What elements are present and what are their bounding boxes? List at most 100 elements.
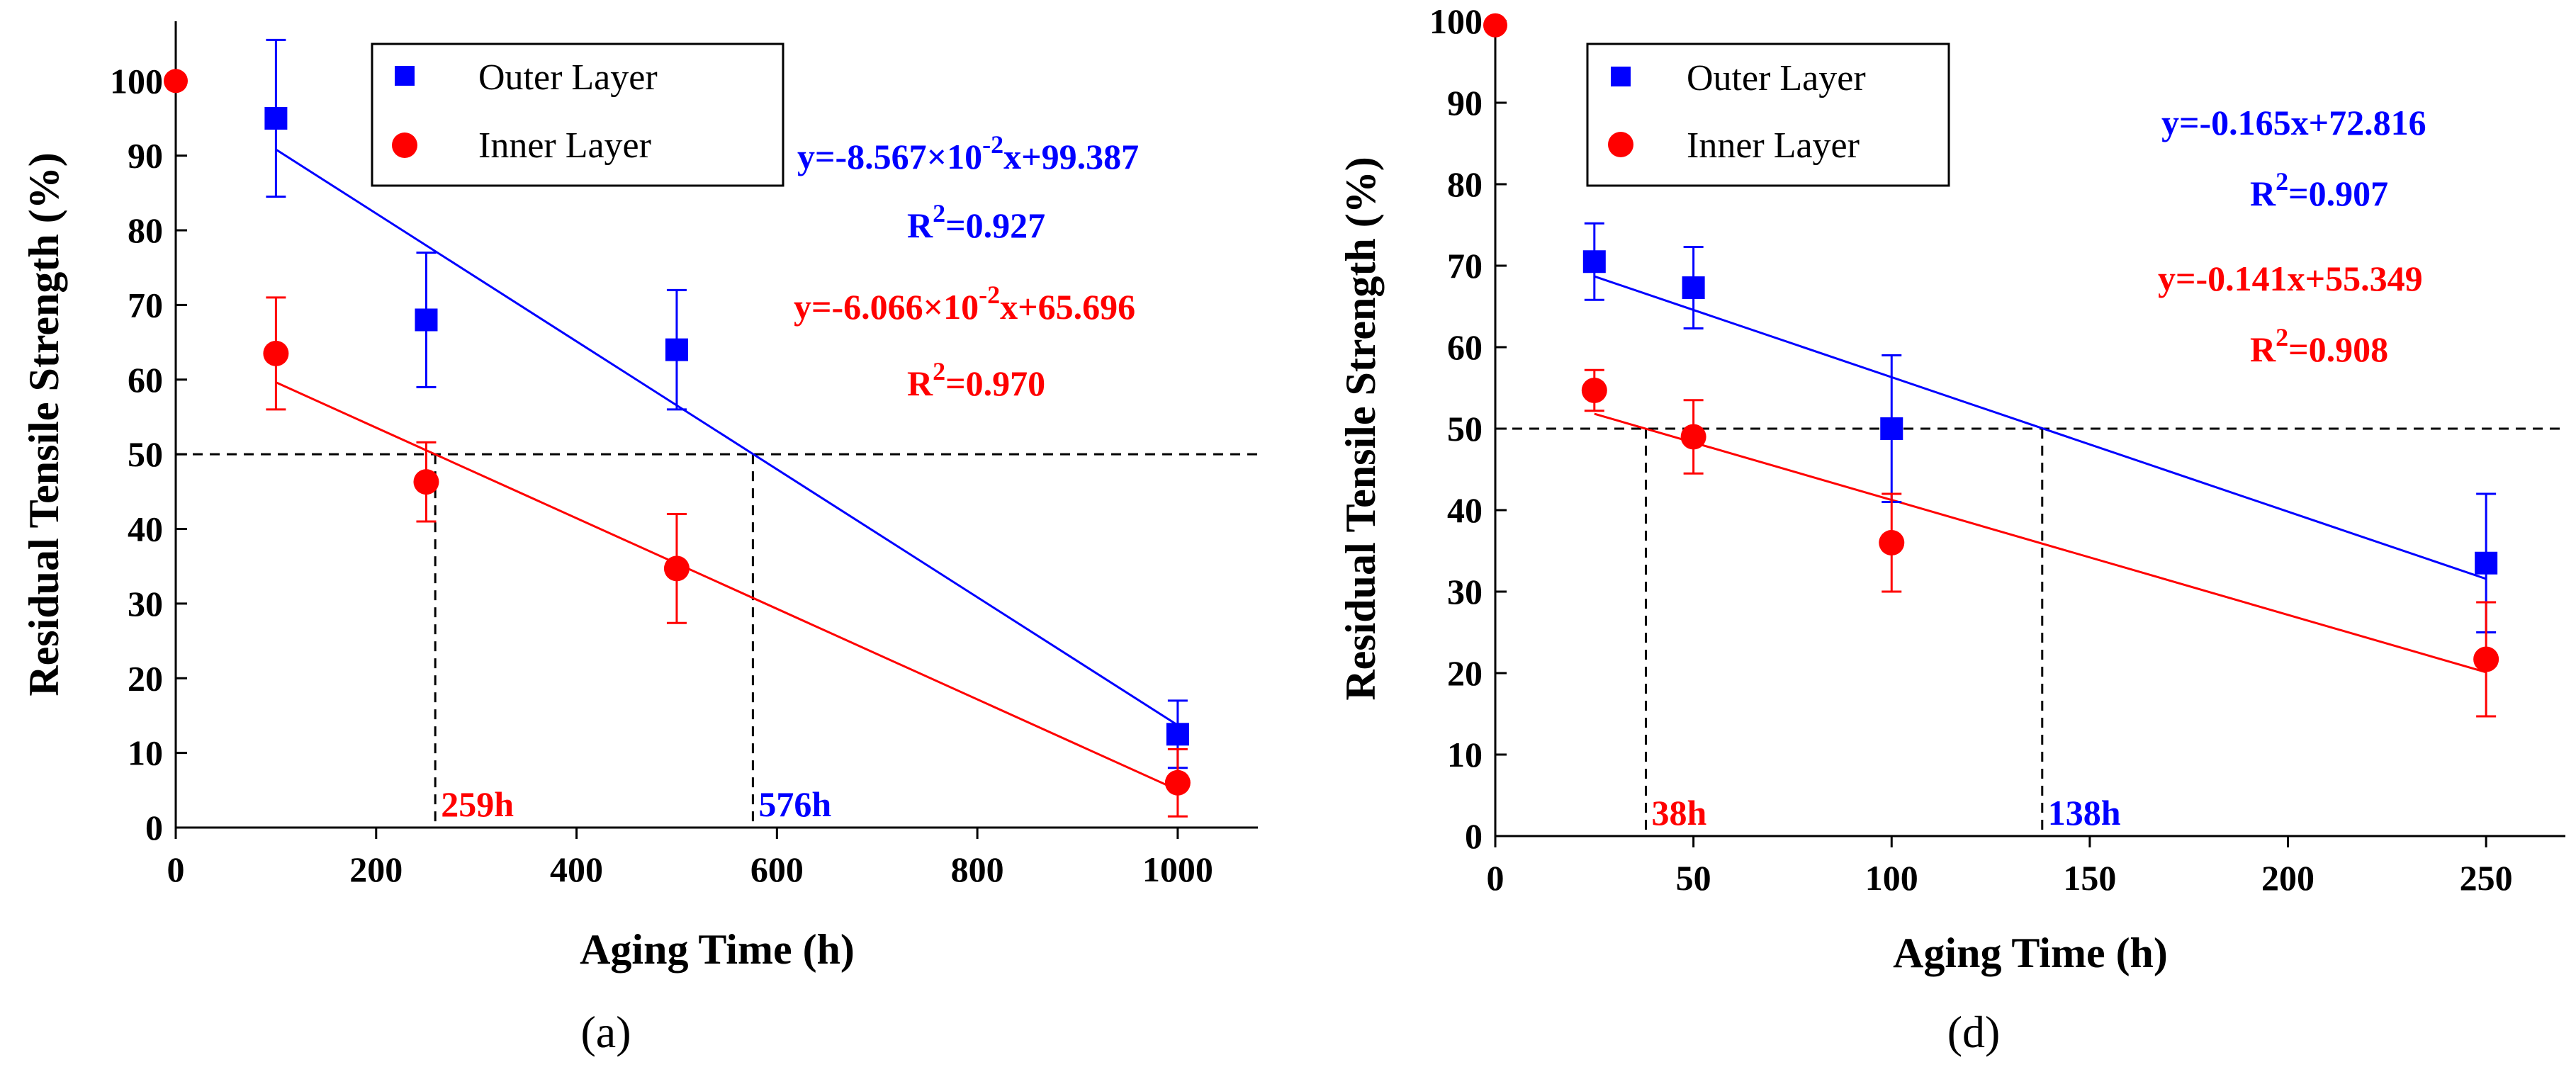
r2-outer-d-sup: 2 bbox=[2276, 167, 2288, 196]
y-tick-label-a: 10 bbox=[128, 733, 163, 773]
y-tick-label-d: 70 bbox=[1447, 246, 1483, 286]
y-axis-label-a: Residual Tensile Strength (%) bbox=[21, 152, 67, 696]
x-tick-label-d: 200 bbox=[2261, 858, 2315, 898]
points-d bbox=[1483, 13, 2499, 672]
x-tick-label-a: 1000 bbox=[1142, 850, 1213, 889]
legend-inner-label-d: Inner Layer bbox=[1687, 125, 1860, 166]
y-tick-label-d: 50 bbox=[1447, 409, 1483, 448]
x-ticks-d: 0 50 100 150 200 250 bbox=[1487, 836, 2513, 898]
r2-outer-d-r: R bbox=[2250, 174, 2276, 213]
x-ticks-a: 0 200 400 600 800 1000 bbox=[167, 828, 1213, 889]
y-tick-label-a: 20 bbox=[128, 658, 163, 698]
equation-outer-d-part1: y=-0.165x+72.816 bbox=[2161, 103, 2426, 142]
crossing-labels-d: 38h 138h bbox=[1652, 793, 2121, 833]
fit-line-inner-a bbox=[275, 381, 1179, 791]
y-tick-label-d: 20 bbox=[1447, 653, 1483, 693]
equation-inner-a: y=-6.066×10-2x+65.696 bbox=[794, 281, 1135, 327]
outer-layer-point-d bbox=[1682, 276, 1705, 300]
equation-outer-a-part2: x+99.387 bbox=[1003, 137, 1139, 176]
points-a bbox=[164, 69, 1191, 796]
outer-layer-point-d bbox=[1880, 417, 1903, 440]
outer-layer-point-d bbox=[1582, 250, 1606, 273]
y-tick-label-d: 10 bbox=[1447, 735, 1483, 774]
inner-layer-point-d bbox=[1680, 424, 1706, 450]
equation-outer-a-exp: -2 bbox=[982, 130, 1003, 159]
outer-layer-point-a bbox=[415, 308, 438, 332]
guide-lines-a bbox=[176, 453, 1258, 828]
fit-line-outer-a bbox=[275, 148, 1179, 726]
legend-frame-a bbox=[371, 43, 784, 187]
y-ticks-d: 0 10 20 30 40 50 60 70 80 90 100 bbox=[1429, 1, 1507, 856]
panel-a: 0 10 20 30 40 50 60 70 80 90 100 0 200 400 600 800 1000… bbox=[21, 21, 1258, 1057]
equation-inner-a-part2: x+65.696 bbox=[1000, 287, 1135, 327]
r2-outer-a-sup: 2 bbox=[933, 199, 945, 227]
r2-inner-a-sup: 2 bbox=[933, 357, 945, 385]
inner-layer-point-a bbox=[1164, 769, 1191, 796]
fit-lines-d bbox=[1594, 275, 2487, 674]
legend-frame-d bbox=[1586, 43, 1950, 187]
y-tick-label-a: 0 bbox=[145, 808, 163, 847]
equation-inner-a-part1: y=-6.066×10 bbox=[794, 287, 979, 327]
error-bars-d bbox=[1584, 222, 2497, 718]
r2-inner-d-sup: 2 bbox=[2276, 323, 2288, 351]
y-tick-label-a: 40 bbox=[128, 509, 163, 549]
x-tick-label-a: 800 bbox=[951, 850, 1004, 889]
r2-outer-d-val: =0.907 bbox=[2288, 174, 2388, 213]
y-tick-label-d: 90 bbox=[1447, 83, 1483, 123]
r2-outer-a: R2=0.927 bbox=[907, 199, 1045, 245]
legend-outer-label-d: Outer Layer bbox=[1687, 58, 1866, 98]
r2-inner-d-val: =0.908 bbox=[2288, 329, 2388, 369]
legend-outer-label-a: Outer Layer bbox=[478, 57, 658, 98]
legend-square-marker-d bbox=[1611, 67, 1631, 86]
legend-a: Outer Layer Inner Layer bbox=[371, 43, 784, 187]
legend-d: Outer Layer Inner Layer bbox=[1586, 43, 1950, 187]
y-tick-label-d: 100 bbox=[1429, 1, 1483, 41]
outer-layer-point-a bbox=[665, 338, 688, 361]
inner-layer-point-a bbox=[263, 340, 289, 366]
x-tick-label-a: 200 bbox=[349, 850, 403, 889]
fit-lines-a bbox=[275, 148, 1179, 791]
r2-inner-a: R2=0.970 bbox=[907, 357, 1045, 403]
origin-point-a bbox=[164, 69, 188, 94]
crossing-label-d: 138h bbox=[2048, 793, 2121, 833]
r2-inner-a-r: R bbox=[907, 363, 933, 403]
inner-layer-point-d bbox=[2473, 646, 2499, 672]
y-tick-label-d: 40 bbox=[1447, 490, 1483, 530]
caption-a: (a) bbox=[580, 1007, 631, 1057]
r2-inner-d-r: R bbox=[2250, 329, 2276, 369]
y-tick-label-d: 0 bbox=[1465, 816, 1483, 856]
y-tick-label-a: 30 bbox=[128, 584, 163, 624]
r2-inner-d: R2=0.908 bbox=[2250, 323, 2388, 369]
x-tick-label-d: 150 bbox=[2063, 858, 2116, 898]
x-tick-label-a: 600 bbox=[750, 850, 804, 889]
x-tick-label-d: 250 bbox=[2460, 858, 2513, 898]
y-tick-label-a: 90 bbox=[128, 136, 163, 176]
y-tick-label-a: 70 bbox=[128, 285, 163, 325]
origin-point-d bbox=[1483, 13, 1507, 38]
outer-layer-point-a bbox=[1166, 723, 1189, 746]
y-axis-label-d: Residual Tensile Strength (%) bbox=[1337, 157, 1384, 700]
crossing-labels-a: 259h 576h bbox=[441, 784, 831, 824]
r2-inner-a-val: =0.970 bbox=[945, 363, 1045, 403]
crossing-label-a: 576h bbox=[758, 784, 831, 824]
equation-outer-a: y=-8.567×10-2x+99.387 bbox=[797, 130, 1139, 176]
caption-d: (d) bbox=[1947, 1007, 2001, 1057]
inner-layer-point-d bbox=[1879, 530, 1905, 555]
x-tick-label-a: 0 bbox=[167, 850, 185, 889]
y-tick-label-d: 60 bbox=[1447, 327, 1483, 367]
x-tick-label-d: 50 bbox=[1676, 858, 1711, 898]
r2-outer-d: R2=0.907 bbox=[2250, 167, 2388, 213]
legend-inner-label-a: Inner Layer bbox=[478, 125, 651, 166]
y-tick-label-a: 60 bbox=[128, 360, 163, 400]
legend-square-marker-a bbox=[395, 66, 415, 86]
inner-layer-point-a bbox=[663, 555, 690, 582]
guide-lines-d bbox=[1495, 427, 2565, 836]
panel-d: 0 10 20 30 40 50 60 70 80 90 100 0 50 100 150 200 250 3… bbox=[1337, 1, 2565, 1057]
y-tick-label-d: 80 bbox=[1447, 164, 1483, 204]
x-axis-label-a: Aging Time (h) bbox=[580, 926, 855, 973]
inner-layer-point-d bbox=[1581, 377, 1607, 403]
y-tick-label-a: 100 bbox=[110, 61, 163, 101]
crossing-label-a: 259h bbox=[441, 784, 514, 824]
r2-outer-a-r: R bbox=[907, 205, 933, 245]
